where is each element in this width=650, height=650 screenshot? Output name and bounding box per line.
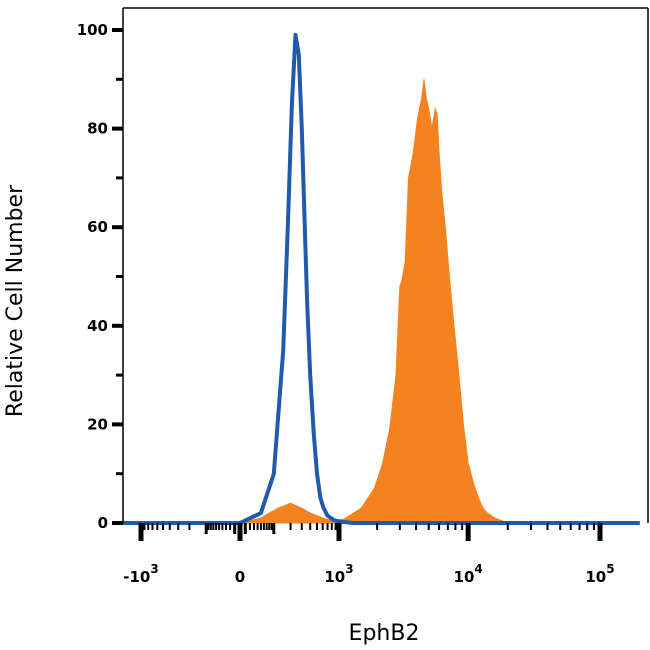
- y-tick-label: 80: [87, 120, 108, 138]
- x-tick-label: -103: [123, 562, 158, 586]
- axes: 0 20 40 60 80 100 -103 0 103 104 105: [77, 7, 649, 586]
- y-tick-label: 100: [77, 21, 108, 39]
- x-tick-label: 105: [585, 562, 614, 586]
- x-tick-label: 103: [324, 562, 353, 586]
- y-tick-label: 40: [87, 317, 108, 335]
- y-axis-title: Relative Cell Number: [3, 184, 28, 417]
- histogram-outline-series: [123, 32, 640, 525]
- plot-area: [123, 32, 640, 525]
- y-tick-label: 60: [87, 218, 108, 236]
- y-tick-label: 20: [87, 415, 108, 433]
- x-axis-title: EphB2: [349, 621, 420, 646]
- x-tick-label: 104: [454, 562, 483, 586]
- y-tick-label: 0: [98, 514, 108, 532]
- histogram-filled-series: [123, 79, 640, 524]
- x-tick-label: 0: [235, 568, 245, 586]
